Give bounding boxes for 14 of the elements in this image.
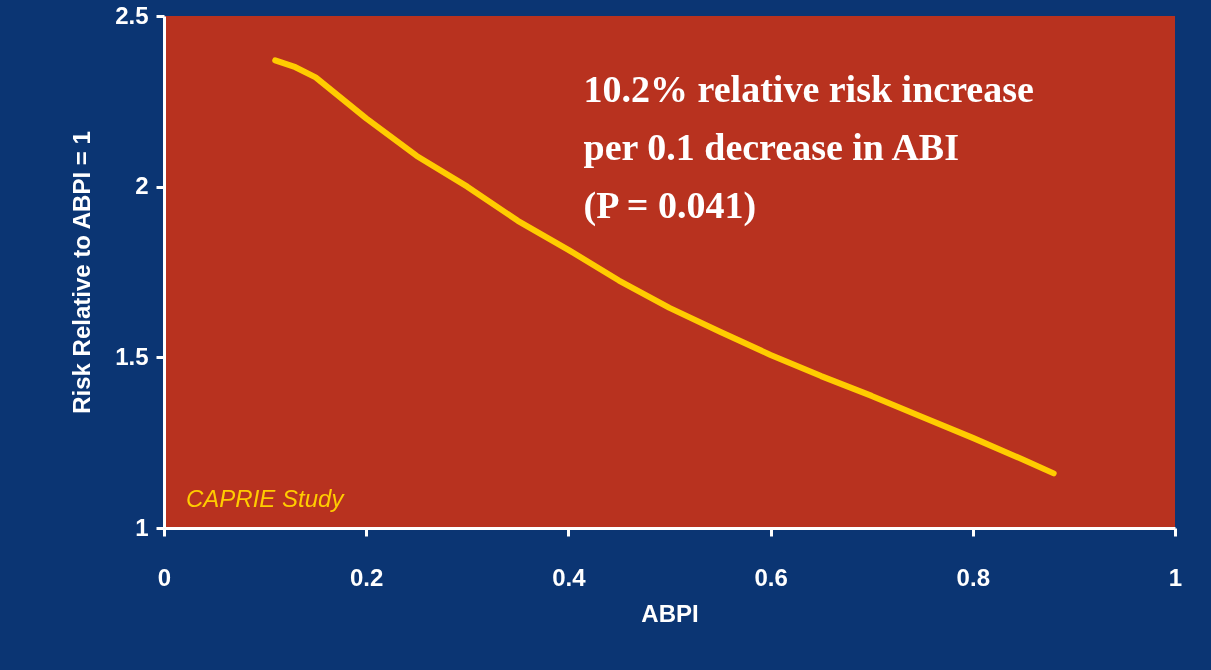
x-tick-label: 0.6	[754, 563, 788, 591]
x-tick-label: 0.4	[552, 563, 587, 591]
x-tick-label: 0	[157, 563, 172, 591]
annotation: CAPRIE Study	[186, 485, 346, 512]
x-tick-label: 0.2	[350, 563, 384, 591]
y-tick-label: 2.5	[115, 1, 149, 29]
y-axis-title: Risk Relative to ABPI = 1	[68, 131, 96, 414]
x-axis-title: ABPI	[641, 599, 699, 627]
x-tick-label: 1	[1168, 563, 1183, 591]
y-tick-label: 1.5	[115, 342, 149, 370]
y-tick-label: 1	[135, 513, 149, 541]
annotation: 10.2% relative risk increase per 0.1 decrease in ABI (P = 0.041)	[583, 68, 1034, 227]
x-tick-label: 0.8	[956, 563, 990, 591]
y-tick-label: 2	[135, 172, 149, 200]
